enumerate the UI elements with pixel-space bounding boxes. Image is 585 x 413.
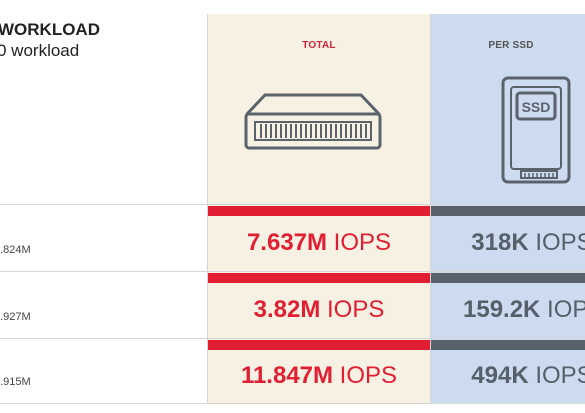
workload-subtitle: 0 workload [0,41,80,60]
row-2-label: 1.927M [0,311,31,323]
ssd-icon-label: SSD [522,99,551,115]
row-2-ssd-bar [431,273,585,283]
ssd-icon: SSD [501,76,571,184]
per-ssd-header: PER SSD [488,40,534,51]
row-divider [0,271,585,272]
row-divider [0,403,585,404]
row-3-ssd-bar [431,340,585,350]
row-1-label: 3.824M [0,244,31,256]
row-1-total-value: 7.637M IOPS [246,229,392,256]
workload-title: WORKLOAD [0,20,100,39]
row-1-ssd-bar [431,206,585,216]
row-divider [0,338,585,339]
total-header: TOTAL [302,40,336,51]
server-icon [244,93,382,150]
column-divider [430,14,431,404]
row-3-label: 5.915M [0,376,31,388]
row-1-ssd-value: 318K IOPS [471,229,585,256]
row-2-total-bar [208,273,430,283]
row-2-total-value: 3.82M IOPS [253,296,385,323]
column-divider [207,14,208,404]
row-3-ssd-value: 494K IOPS [471,362,585,389]
row-divider [0,204,585,205]
row-3-total-value: 11.847M IOPS [240,362,398,389]
row-2-ssd-value: 159.2K IOPS [463,296,585,323]
row-1-total-bar [208,206,430,216]
row-3-total-bar [208,340,430,350]
